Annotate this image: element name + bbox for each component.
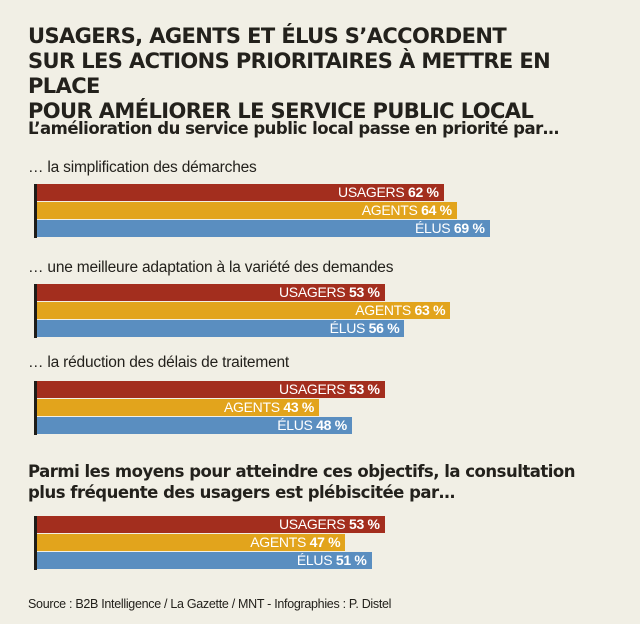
title-line: USAGERS, AGENTS ET ÉLUS S’ACCORDENT (28, 24, 507, 48)
bar-value-label: 63 % (414, 302, 446, 318)
chart-2-title-line: Parmi les moyens pour atteindre ces obje… (28, 462, 576, 481)
bar-elus: ÉLUS 51 % (37, 552, 372, 569)
bar-group-consultation: USAGERS 53 % AGENTS 47 % ÉLUS 51 % (34, 516, 617, 570)
group-label-delais: … la réduction des délais de traitement (28, 354, 290, 371)
bar-group-simplification: USAGERS 62 % AGENTS 64 % ÉLUS 69 % (34, 184, 617, 238)
bar-value-label: 53 % (348, 516, 380, 532)
bar-group-delais: USAGERS 53 % AGENTS 43 % ÉLUS 48 % (34, 381, 617, 435)
bar-value-label: 53 % (348, 381, 380, 397)
group-label-simplification: … la simplification des démarches (28, 159, 257, 176)
page-title: USAGERS, AGENTS ET ÉLUS S’ACCORDENT SUR … (28, 24, 628, 124)
bar-agents: AGENTS 47 % (37, 534, 346, 551)
bar-series-label: ÉLUS (277, 417, 313, 433)
bar-elus: ÉLUS 48 % (37, 417, 352, 434)
bar-agents: AGENTS 43 % (37, 399, 320, 416)
title-line: SUR LES ACTIONS PRIORITAIRES À METTRE EN… (28, 49, 551, 98)
chart-1-title-text: L’amélioration du service public local p… (28, 119, 559, 138)
chart-2-title: Parmi les moyens pour atteindre ces obje… (28, 461, 576, 503)
bar-series-label: AGENTS (250, 534, 306, 550)
bar-series-label: USAGERS (278, 284, 346, 300)
bar-series-label: USAGERS (338, 184, 405, 200)
bar-value-label: 64 % (421, 202, 452, 218)
bar-usagers: USAGERS 62 % (37, 184, 444, 201)
bar-series-label: ÉLUS (296, 552, 333, 568)
bar-value-label: 62 % (408, 184, 439, 200)
source-credit: Source : B2B Intelligence / La Gazette /… (28, 597, 392, 611)
bar-series-label: USAGERS (278, 516, 346, 532)
bar-series-label: AGENTS (224, 399, 280, 415)
bar-value-label: 56 % (368, 320, 400, 336)
bar-usagers: USAGERS 53 % (37, 516, 385, 533)
bar-series-label: ÉLUS (329, 320, 366, 336)
bar-value-label: 53 % (348, 284, 380, 300)
title-line: POUR AMÉLIORER LE SERVICE PUBLIC LOCAL (28, 99, 534, 123)
bar-value-label: 43 % (283, 399, 315, 415)
chart-1-title: L’amélioration du service public local p… (28, 118, 559, 139)
bar-value-label: 48 % (316, 417, 347, 433)
bar-elus: ÉLUS 56 % (37, 320, 405, 337)
bar-agents: AGENTS 63 % (37, 302, 451, 319)
bar-series-label: ÉLUS (414, 220, 451, 236)
bar-elus: ÉLUS 69 % (37, 220, 490, 237)
bar-group-adaptation: USAGERS 53 % AGENTS 63 % ÉLUS 56 % (34, 284, 617, 338)
bar-series-label: USAGERS (278, 381, 346, 397)
bar-agents: AGENTS 64 % (37, 202, 457, 219)
bar-series-label: AGENTS (361, 202, 418, 218)
group-label-adaptation: … une meilleure adaptation à la variété … (28, 259, 394, 276)
bar-usagers: USAGERS 53 % (37, 284, 385, 301)
bar-usagers: USAGERS 53 % (37, 381, 385, 398)
bar-value-label: 69 % (453, 220, 485, 236)
chart-2-title-line: plus fréquente des usagers est plébiscit… (28, 483, 455, 502)
bar-value-label: 47 % (309, 534, 341, 550)
bar-series-label: AGENTS (355, 302, 411, 318)
bar-value-label: 51 % (335, 552, 367, 568)
